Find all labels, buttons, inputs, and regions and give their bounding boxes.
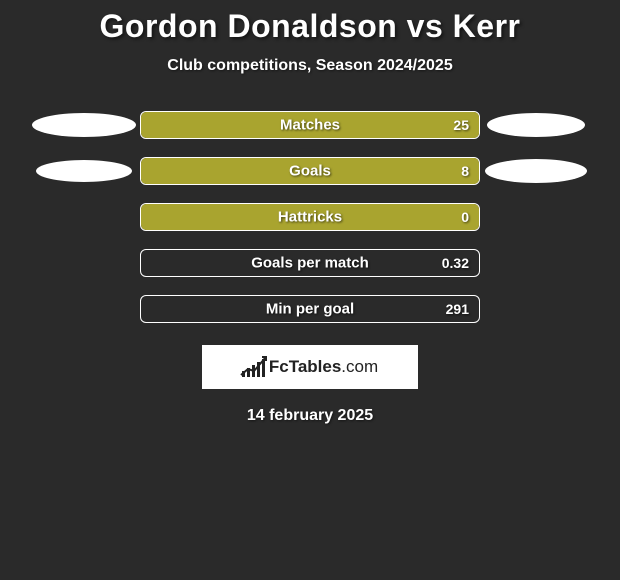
logo-bar-icon <box>252 365 255 377</box>
stat-bar: Goals 8 <box>140 157 480 185</box>
player-right-bubble <box>487 113 585 137</box>
stat-bar: Goals per match 0.32 <box>140 249 480 277</box>
stat-rows: Matches 25 Goals 8 Hattricks 0 Goals per match… <box>0 111 620 323</box>
logo-bars-icon <box>242 357 265 377</box>
logo-bar-icon <box>262 359 265 377</box>
date-label: 14 february 2025 <box>0 407 620 425</box>
bubble-right-slot <box>480 113 592 137</box>
stat-row: Goals per match 0.32 <box>0 249 620 277</box>
stat-row: Goals 8 <box>0 157 620 185</box>
stat-label: Hattricks <box>278 209 342 226</box>
stat-bar: Matches 25 <box>140 111 480 139</box>
logo-bar-icon <box>242 371 245 377</box>
stat-row: Matches 25 <box>0 111 620 139</box>
bubble-left-slot <box>28 113 140 137</box>
stat-value: 8 <box>461 163 469 179</box>
stat-row: Hattricks 0 <box>0 203 620 231</box>
logo-box: FcTables.com <box>202 345 418 389</box>
stat-label: Goals <box>289 163 331 180</box>
logo-text-light: .com <box>341 357 378 376</box>
stat-row: Min per goal 291 <box>0 295 620 323</box>
stat-bar: Min per goal 291 <box>140 295 480 323</box>
stat-value: 25 <box>453 117 469 133</box>
player-left-bubble <box>32 113 136 137</box>
stat-value: 0.32 <box>442 255 469 271</box>
comparison-infographic: Gordon Donaldson vs Kerr Club competitio… <box>0 0 620 425</box>
player-right-bubble <box>485 159 587 183</box>
bubble-right-slot <box>480 159 592 183</box>
logo-bar-icon <box>257 362 260 377</box>
logo: FcTables.com <box>242 357 378 377</box>
logo-text-bold: FcTables <box>269 357 341 376</box>
stat-value: 291 <box>446 301 469 317</box>
logo-bar-icon <box>247 368 250 377</box>
stat-bar: Hattricks 0 <box>140 203 480 231</box>
stat-label: Min per goal <box>266 301 354 318</box>
bubble-left-slot <box>28 160 140 182</box>
stat-value: 0 <box>461 209 469 225</box>
stat-label: Goals per match <box>251 255 369 272</box>
page-subtitle: Club competitions, Season 2024/2025 <box>0 57 620 75</box>
player-left-bubble <box>36 160 132 182</box>
stat-label: Matches <box>280 117 340 134</box>
logo-text: FcTables.com <box>269 357 378 377</box>
page-title: Gordon Donaldson vs Kerr <box>0 8 620 45</box>
